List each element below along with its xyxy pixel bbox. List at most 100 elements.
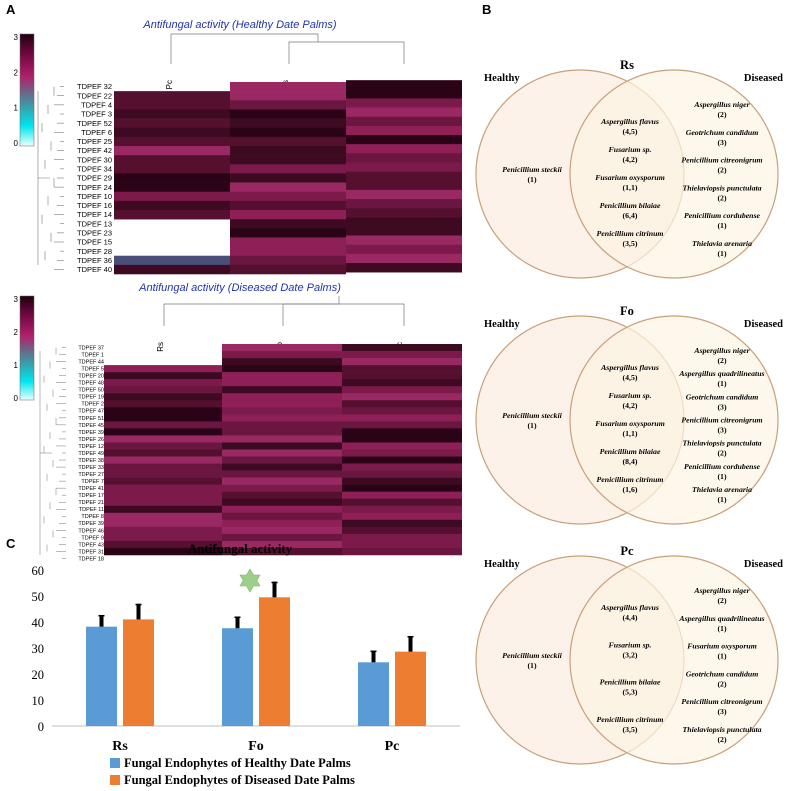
heatmap-diseased-row-dendrogram <box>39 347 66 559</box>
venn-left-count: (1) <box>527 175 536 184</box>
heatmap-cell <box>114 109 230 119</box>
venn-overlap-count: (4,5) <box>623 127 638 136</box>
venn-left-species: Penicillium steckii <box>502 165 562 174</box>
heatmap-cell <box>342 505 462 514</box>
row-label: TDPEF 47 <box>78 409 104 415</box>
heatmap-cell <box>230 264 346 275</box>
venn-left-species: Penicillium steckii <box>502 651 562 660</box>
row-label: TDPEF 3 <box>81 110 112 119</box>
heatmap-cell <box>104 365 222 373</box>
venn-overlap-count: (3,5) <box>623 725 638 734</box>
heatmap-cell <box>342 421 462 429</box>
heatmap-cell <box>342 372 462 380</box>
heatmap-cell <box>342 470 462 478</box>
venn-title: Rs <box>620 58 634 72</box>
venn-overlap-species: Aspergillus flavus <box>600 363 659 372</box>
scale-tick-label: 2 <box>14 68 19 77</box>
heatmap-cell <box>114 155 230 165</box>
heatmap-cell <box>342 512 462 521</box>
heatmap-cell <box>342 519 462 528</box>
heatmap-cell <box>222 533 342 542</box>
row-label: TDPEF 2 <box>81 402 104 408</box>
heatmap-cell <box>346 208 462 218</box>
error-bar-cap <box>370 650 377 653</box>
heatmap-cell <box>222 435 342 443</box>
scale-tick-label: 1 <box>14 361 19 370</box>
heatmap-cell <box>346 144 462 154</box>
venn-overlap-species: Penicillium citrinum <box>597 475 664 484</box>
venn-circle-diseased <box>569 315 779 525</box>
scale-tick-label: 2 <box>14 328 19 337</box>
heatmap-cell <box>104 386 222 394</box>
heatmap-diseased: Antifungal activity (Diseased Date Palms… <box>14 282 462 562</box>
heatmap-cell <box>346 244 462 255</box>
row-label: TDPEF 28 <box>77 247 112 256</box>
heatmap-cell <box>222 351 342 359</box>
row-label: TDPEF 49 <box>78 451 104 457</box>
heatmap-cell <box>342 491 462 500</box>
heatmap-cell <box>114 200 230 211</box>
heatmap-cell <box>230 118 346 129</box>
heatmap-cell <box>230 246 346 257</box>
venn-right-count: (3) <box>717 138 726 147</box>
row-label: TDPEF 24 <box>77 183 112 192</box>
legend-swatch-healthy <box>110 758 120 768</box>
heatmap-cell <box>222 498 342 507</box>
heatmap-cell <box>104 372 222 380</box>
heatmap-cell <box>104 379 222 387</box>
heatmap-cell <box>222 407 342 415</box>
heatmap-cell <box>230 219 346 229</box>
heatmap-cell <box>346 180 462 191</box>
row-label: TDPEF 48 <box>78 381 104 387</box>
heatmap-cell <box>104 470 222 478</box>
row-label: TDPEF 29 <box>77 174 112 183</box>
heatmap-cell <box>104 519 222 528</box>
heatmap-cell <box>346 226 462 236</box>
venn-right-count: (1) <box>717 652 726 661</box>
row-label: TDPEF 36 <box>77 256 112 265</box>
heatmap-cell <box>342 533 462 542</box>
heatmap-cell <box>222 372 342 380</box>
heatmap-cell <box>114 146 230 156</box>
column-label: Pc <box>165 80 174 89</box>
y-axis-ticks: 0 10 20 30 40 50 60 <box>32 564 45 734</box>
row-label: TDPEF 42 <box>77 146 112 155</box>
venn-right-label: Diseased <box>744 559 783 570</box>
heatmap-cell <box>114 136 230 147</box>
heatmap-healthy-cells <box>114 80 462 275</box>
heatmap-cell <box>104 428 222 436</box>
x-tick-label: Pc <box>385 739 400 754</box>
venn-right-species: Thielavia arenaria <box>692 485 752 494</box>
venn-left-count: (1) <box>527 421 536 430</box>
venn-right-count: (1) <box>717 624 726 633</box>
venn-right-species: Penicillium citreonigrum <box>681 156 762 165</box>
venn-right-count: (2) <box>717 166 726 175</box>
venn-left-label: Healthy <box>484 73 520 84</box>
heatmap-cell <box>230 237 346 247</box>
heatmap-cell <box>104 463 222 471</box>
row-label: TDPEF 40 <box>77 265 112 274</box>
heatmap-healthy-title: Antifungal activity (Healthy Date Palms) <box>142 19 337 31</box>
heatmap-cell <box>346 107 462 118</box>
heatmap-cell <box>342 547 462 556</box>
heatmap-cell <box>346 116 462 127</box>
heatmap-diseased-cells <box>104 344 462 556</box>
row-label: TDPEF 12 <box>78 444 104 450</box>
heatmap-cell <box>104 526 222 535</box>
heatmap-cell <box>342 386 462 394</box>
heatmap-cell <box>342 407 462 415</box>
venn-right-label: Diseased <box>744 319 783 330</box>
venn-overlap-count: (5,3) <box>623 688 638 697</box>
venn-right-species: Penicillium citreonigrum <box>681 416 762 425</box>
heatmap-cell <box>342 400 462 408</box>
error-bar <box>371 650 376 663</box>
heatmap-cell <box>222 400 342 408</box>
venn-overlap-count: (4,2) <box>623 155 638 164</box>
heatmap-cell <box>342 540 462 549</box>
venn-right-species: Thielaviopsis punctulata <box>682 183 761 192</box>
heatmap-cell <box>230 109 346 119</box>
heatmap-cell <box>104 400 222 408</box>
heatmap-cell <box>114 164 230 174</box>
heatmap-cell <box>346 235 462 246</box>
bar <box>86 626 117 726</box>
